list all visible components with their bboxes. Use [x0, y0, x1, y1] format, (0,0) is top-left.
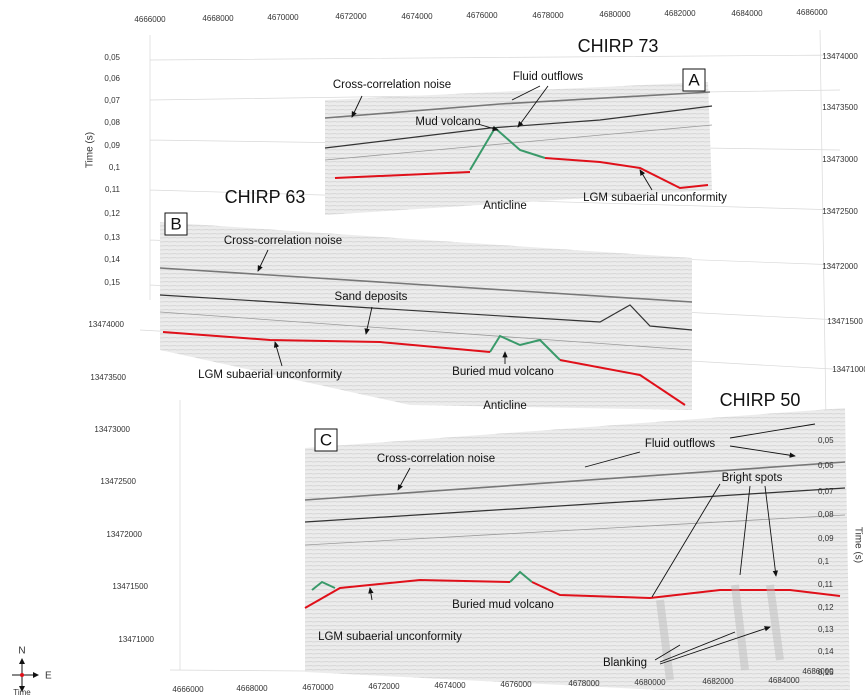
right-northing: 13473000: [822, 155, 858, 164]
left-time-tick: 0,09: [104, 141, 120, 150]
bottom-easting: 4670000: [302, 683, 334, 692]
panel-title: CHIRP 63: [225, 187, 306, 207]
annotation: Anticline: [483, 400, 526, 412]
left-time-tick: 0,14: [104, 255, 120, 264]
compass-east: E: [45, 671, 52, 682]
left-northing: 13472000: [106, 530, 142, 539]
right-time-tick: 0,06: [818, 461, 834, 470]
top-easting: 4670000: [267, 13, 299, 22]
left-time-tick: 0,1: [109, 163, 121, 172]
annotation: Cross-correlation noise: [333, 79, 451, 91]
top-easting: 4684000: [731, 9, 763, 18]
left-northing: 13472500: [100, 477, 136, 486]
left-northing: 13471500: [112, 582, 148, 591]
panel-title: CHIRP 50: [720, 390, 801, 410]
top-easting: 4678000: [532, 11, 564, 20]
left-time-tick: 0,05: [104, 53, 120, 62]
annotation: Anticline: [483, 200, 526, 212]
left-time-tick: 0,08: [104, 118, 120, 127]
right-time-tick: 0,05: [818, 436, 834, 445]
bottom-easting: 4682000: [702, 677, 734, 686]
body: 4666000 4668000 4670000 4672000 4674000 46760…: [0, 0, 865, 697]
bottom-easting: 4676000: [500, 680, 532, 689]
seismic-profile: [160, 222, 692, 410]
right-time-tick: 0,07: [818, 487, 834, 496]
annotation: Cross-correlation noise: [377, 453, 495, 465]
panel-title: CHIRP 73: [578, 36, 659, 56]
left-northing: 13473000: [94, 425, 130, 434]
annotation: Fluid outflows: [645, 438, 716, 450]
right-northing: 13474000: [822, 52, 858, 61]
figure: 4666000 4668000 4670000 4672000 4674000 46760…: [0, 0, 865, 697]
left-time-tick: 0,11: [105, 185, 121, 194]
right-time-tick: 0,15: [818, 668, 834, 677]
time-axis-label: Time (s): [85, 132, 96, 168]
bottom-easting: 4678000: [568, 679, 600, 688]
annotation: Buried mud volcano: [452, 366, 554, 378]
bottom-easting: 4680000: [634, 678, 666, 687]
annotation: Fluid outflows: [513, 71, 584, 83]
top-easting: 4680000: [599, 10, 631, 19]
annotation: LGM subaerial unconformity: [198, 369, 342, 381]
right-northing: 13472000: [822, 262, 858, 271]
right-northing: 13471500: [827, 317, 863, 326]
right-time-tick: 0,11: [818, 580, 834, 589]
panel-letter: C: [320, 430, 332, 449]
top-easting: 4674000: [401, 12, 433, 21]
top-easting: 4676000: [466, 11, 498, 20]
bottom-easting: 4684000: [768, 676, 800, 685]
right-northing: 13471000: [832, 365, 865, 374]
left-time-tick: 0,13: [104, 233, 120, 242]
right-time-tick: 0,13: [818, 625, 834, 634]
right-northing: 13473500: [822, 103, 858, 112]
panel-c: [305, 408, 850, 690]
top-easting: 4666000: [134, 15, 166, 24]
bottom-easting: 4668000: [236, 684, 268, 693]
right-time-tick: 0,08: [818, 510, 834, 519]
panel-letter: B: [170, 214, 181, 233]
seismic-profile: [305, 408, 850, 690]
right-time-tick: 0,1: [818, 557, 830, 566]
top-easting: 4686000: [796, 8, 828, 17]
annotation: Bright spots: [722, 472, 783, 484]
right-time-tick: 0,14: [818, 647, 834, 656]
annotation: LGM subaerial unconformity: [583, 192, 727, 204]
time-axis-label: Time (s): [852, 527, 863, 563]
left-time-tick: 0,07: [104, 96, 120, 105]
left-northing: 13471000: [118, 635, 154, 644]
bottom-easting: 4666000: [172, 685, 204, 694]
annotation: LGM subaerial unconformity: [318, 631, 462, 643]
annotation: Mud volcano: [415, 116, 480, 128]
compass: [12, 658, 39, 692]
left-time-tick: 0,12: [104, 209, 120, 218]
annotation: Buried mud volcano: [452, 599, 554, 611]
compass-center: [20, 673, 24, 677]
left-time-tick: 0,15: [104, 278, 120, 287]
top-easting: 4668000: [202, 14, 234, 23]
annotation: Blanking: [603, 657, 647, 669]
panel-letter: A: [688, 70, 700, 89]
right-time-tick: 0,12: [818, 603, 834, 612]
top-easting: 4672000: [335, 12, 367, 21]
annotation: Cross-correlation noise: [224, 235, 342, 247]
bottom-easting: 4674000: [434, 681, 466, 690]
left-northing: 13473500: [90, 373, 126, 382]
bottom-easting: 4672000: [368, 682, 400, 691]
compass-time: Time: [13, 688, 31, 697]
top-easting: 4682000: [664, 9, 696, 18]
compass-north: N: [18, 646, 25, 657]
annotation: Sand deposits: [335, 291, 408, 303]
right-time-tick: 0,09: [818, 534, 834, 543]
page: body { margin: 0; background: #fff; font…: [0, 0, 865, 697]
left-time-tick: 0,06: [104, 74, 120, 83]
right-northing: 13472500: [822, 207, 858, 216]
left-northing: 13474000: [88, 320, 124, 329]
